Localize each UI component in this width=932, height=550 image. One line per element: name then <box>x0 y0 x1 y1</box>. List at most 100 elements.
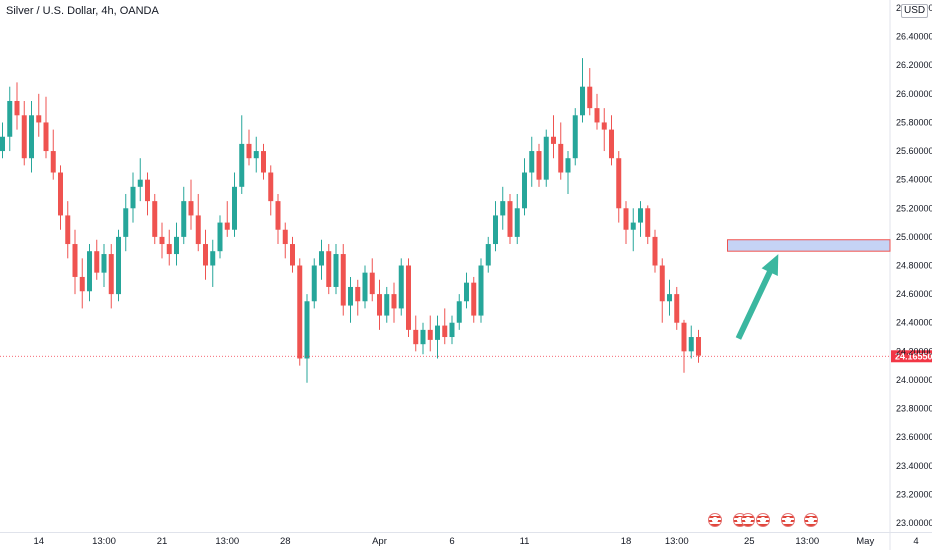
candle <box>514 193 520 245</box>
candle-body <box>275 201 281 230</box>
candle <box>601 108 607 152</box>
candle <box>623 201 629 245</box>
candle-body <box>14 100 20 116</box>
candle-body <box>435 325 440 340</box>
candle <box>290 236 295 273</box>
candle-body <box>362 272 368 302</box>
candle <box>101 244 107 287</box>
us-flag-icon[interactable] <box>781 513 795 527</box>
candle <box>645 205 651 245</box>
price-tick-label: 26.40000 <box>896 32 932 42</box>
time-tick-label: 13:00 <box>665 536 689 547</box>
candle-body <box>398 265 404 309</box>
us-flag-icon[interactable] <box>708 513 722 527</box>
candle <box>174 222 179 266</box>
candle <box>217 215 223 259</box>
us-flag-icon[interactable] <box>756 513 770 527</box>
candle-body <box>116 236 121 295</box>
candle-body <box>667 294 672 302</box>
candle <box>478 258 484 323</box>
time-axis[interactable]: 14 13:00 21 13:00 28 Apr 6 11 18 13:00 25 13:00 May 4 <box>33 536 918 547</box>
candle-body <box>29 115 34 159</box>
candle <box>688 325 694 359</box>
candle <box>630 208 636 252</box>
price-tick-label: 26.00000 <box>896 89 932 99</box>
candle-body <box>652 236 658 266</box>
candle <box>43 96 49 159</box>
target-zone-layer <box>727 239 891 252</box>
price-tick-label: 24.20000 <box>896 346 932 356</box>
candle-body <box>181 201 187 237</box>
candle <box>667 279 672 316</box>
candle <box>36 93 42 137</box>
candle-body <box>21 115 27 159</box>
candle <box>145 172 150 216</box>
candle <box>253 136 259 173</box>
candle-body <box>514 208 520 237</box>
candle <box>304 294 310 383</box>
candle <box>681 319 687 373</box>
candle-body <box>594 108 600 123</box>
candle-body <box>72 244 78 277</box>
candle-body <box>224 222 230 230</box>
candle-body <box>601 122 607 130</box>
candle <box>21 100 27 166</box>
candle <box>594 93 600 130</box>
candle-body <box>239 143 245 187</box>
candle-body <box>137 179 143 187</box>
us-flag-icon[interactable] <box>804 513 818 527</box>
candle-body <box>108 254 114 295</box>
candle <box>398 258 404 316</box>
candle-body <box>253 151 259 159</box>
candle <box>543 129 549 187</box>
candle <box>0 122 5 159</box>
candle-body <box>65 215 71 245</box>
candles <box>0 58 701 383</box>
candle-body <box>529 151 535 173</box>
candle <box>413 315 419 352</box>
candle <box>29 100 34 173</box>
price-axis[interactable]: 23.00000 23.20000 23.40000 23.60000 23.80000… <box>896 3 932 528</box>
candle <box>565 151 571 194</box>
candle <box>435 315 440 359</box>
candle <box>210 239 216 287</box>
candle <box>355 279 361 316</box>
candle <box>674 286 680 330</box>
candle-body <box>616 158 622 209</box>
price-tick-label: 23.40000 <box>896 461 932 471</box>
candle-body <box>355 286 361 302</box>
candle-body <box>413 329 419 345</box>
candle-body <box>471 282 477 316</box>
projection-arrow[interactable] <box>735 254 779 340</box>
candle-body <box>232 186 237 230</box>
candle <box>282 222 288 259</box>
candle-body <box>630 222 636 230</box>
time-tick-label: 13:00 <box>795 536 819 547</box>
candle <box>464 272 469 309</box>
candle-body <box>297 265 303 359</box>
candle <box>239 115 245 194</box>
candle-body <box>195 215 201 245</box>
candle <box>442 308 448 345</box>
candle-body <box>659 265 665 302</box>
currency-badge[interactable]: USD <box>901 4 929 18</box>
time-tick-label: May <box>856 536 874 547</box>
us-flag-icon[interactable] <box>741 513 755 527</box>
candle <box>166 229 172 266</box>
candle-body <box>456 301 462 323</box>
candle-body <box>87 251 92 292</box>
candle-body <box>580 86 585 116</box>
price-tick-label: 25.40000 <box>896 175 932 185</box>
candle <box>427 315 433 352</box>
candle <box>616 151 622 223</box>
candle <box>696 329 701 363</box>
last-price-label: 24.16550 <box>895 351 932 361</box>
candle-body <box>36 115 42 123</box>
candle <box>572 108 578 166</box>
target-zone[interactable] <box>727 239 891 252</box>
candle-body <box>485 244 491 266</box>
candle <box>319 239 324 280</box>
candle-body <box>478 265 484 316</box>
price-tick-label: 23.80000 <box>896 404 932 414</box>
